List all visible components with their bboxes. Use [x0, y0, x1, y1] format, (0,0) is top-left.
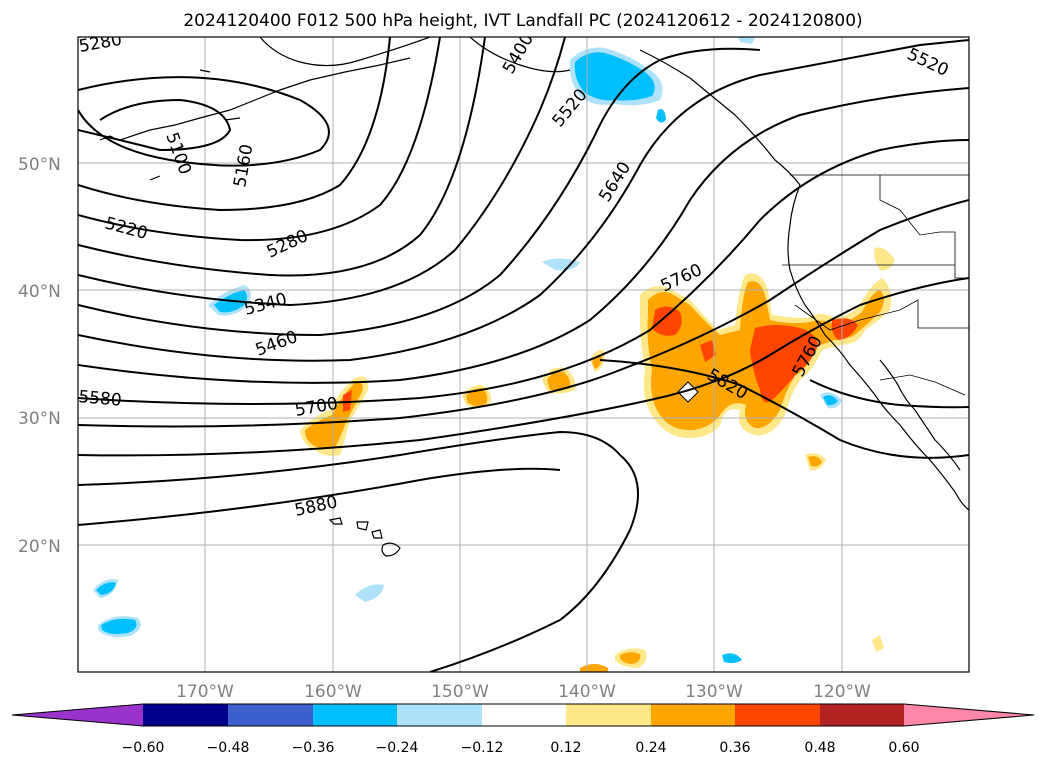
colorbar-segment	[820, 704, 904, 726]
colorbar-extend-high	[904, 704, 1034, 726]
colorbar-tick: 0.36	[719, 740, 750, 756]
colorbar-segment	[651, 704, 735, 726]
height-contours	[78, 37, 969, 672]
colorbar-segment	[313, 704, 397, 726]
colorbar-segment	[397, 704, 482, 726]
lon-label: 140°W	[558, 682, 616, 702]
colorbar-tick: −0.12	[461, 740, 504, 756]
colorbar-tick: −0.36	[292, 740, 335, 756]
map-panel: 5280 5100 5160 5220 5280 5340 5460 5580 …	[78, 37, 969, 672]
figure-title: 2024120400 F012 500 hPa height, IVT Land…	[183, 11, 862, 31]
lon-label: 170°W	[176, 682, 234, 702]
longitude-labels: 170°W 160°W 150°W 140°W 130°W 120°W	[176, 682, 871, 702]
lat-label: 50°N	[18, 155, 61, 175]
lon-label: 120°W	[813, 682, 871, 702]
lat-label: 40°N	[18, 282, 61, 302]
colorbar-tick: 0.12	[550, 740, 581, 756]
lon-label: 160°W	[304, 682, 362, 702]
colorbar-extend-low	[12, 704, 143, 726]
latitude-labels: 50°N 40°N 30°N 20°N	[18, 155, 61, 557]
graticule	[78, 37, 969, 672]
colorbar-segment	[228, 704, 313, 726]
colorbar: −0.60 −0.48 −0.36 −0.24 −0.12 0.12 0.24 …	[11, 703, 1035, 756]
colorbar-tick: 0.60	[888, 740, 919, 756]
colorbar-tick: −0.60	[122, 740, 165, 756]
contour-label: 5580	[78, 387, 123, 411]
colorbar-tick: 0.24	[635, 740, 666, 756]
colorbar-tick: 0.48	[804, 740, 835, 756]
colorbar-segment	[482, 704, 566, 726]
lat-label: 30°N	[18, 409, 61, 429]
colorbar-segment	[735, 704, 820, 726]
lon-label: 150°W	[431, 682, 489, 702]
colorbar-tick: −0.48	[207, 740, 250, 756]
colorbar-segment	[566, 704, 651, 726]
lat-label: 20°N	[18, 537, 61, 557]
map-frame	[77, 36, 970, 673]
lon-label: 130°W	[685, 682, 743, 702]
colorbar-tick: −0.24	[376, 740, 419, 756]
colorbar-segment	[143, 704, 228, 726]
